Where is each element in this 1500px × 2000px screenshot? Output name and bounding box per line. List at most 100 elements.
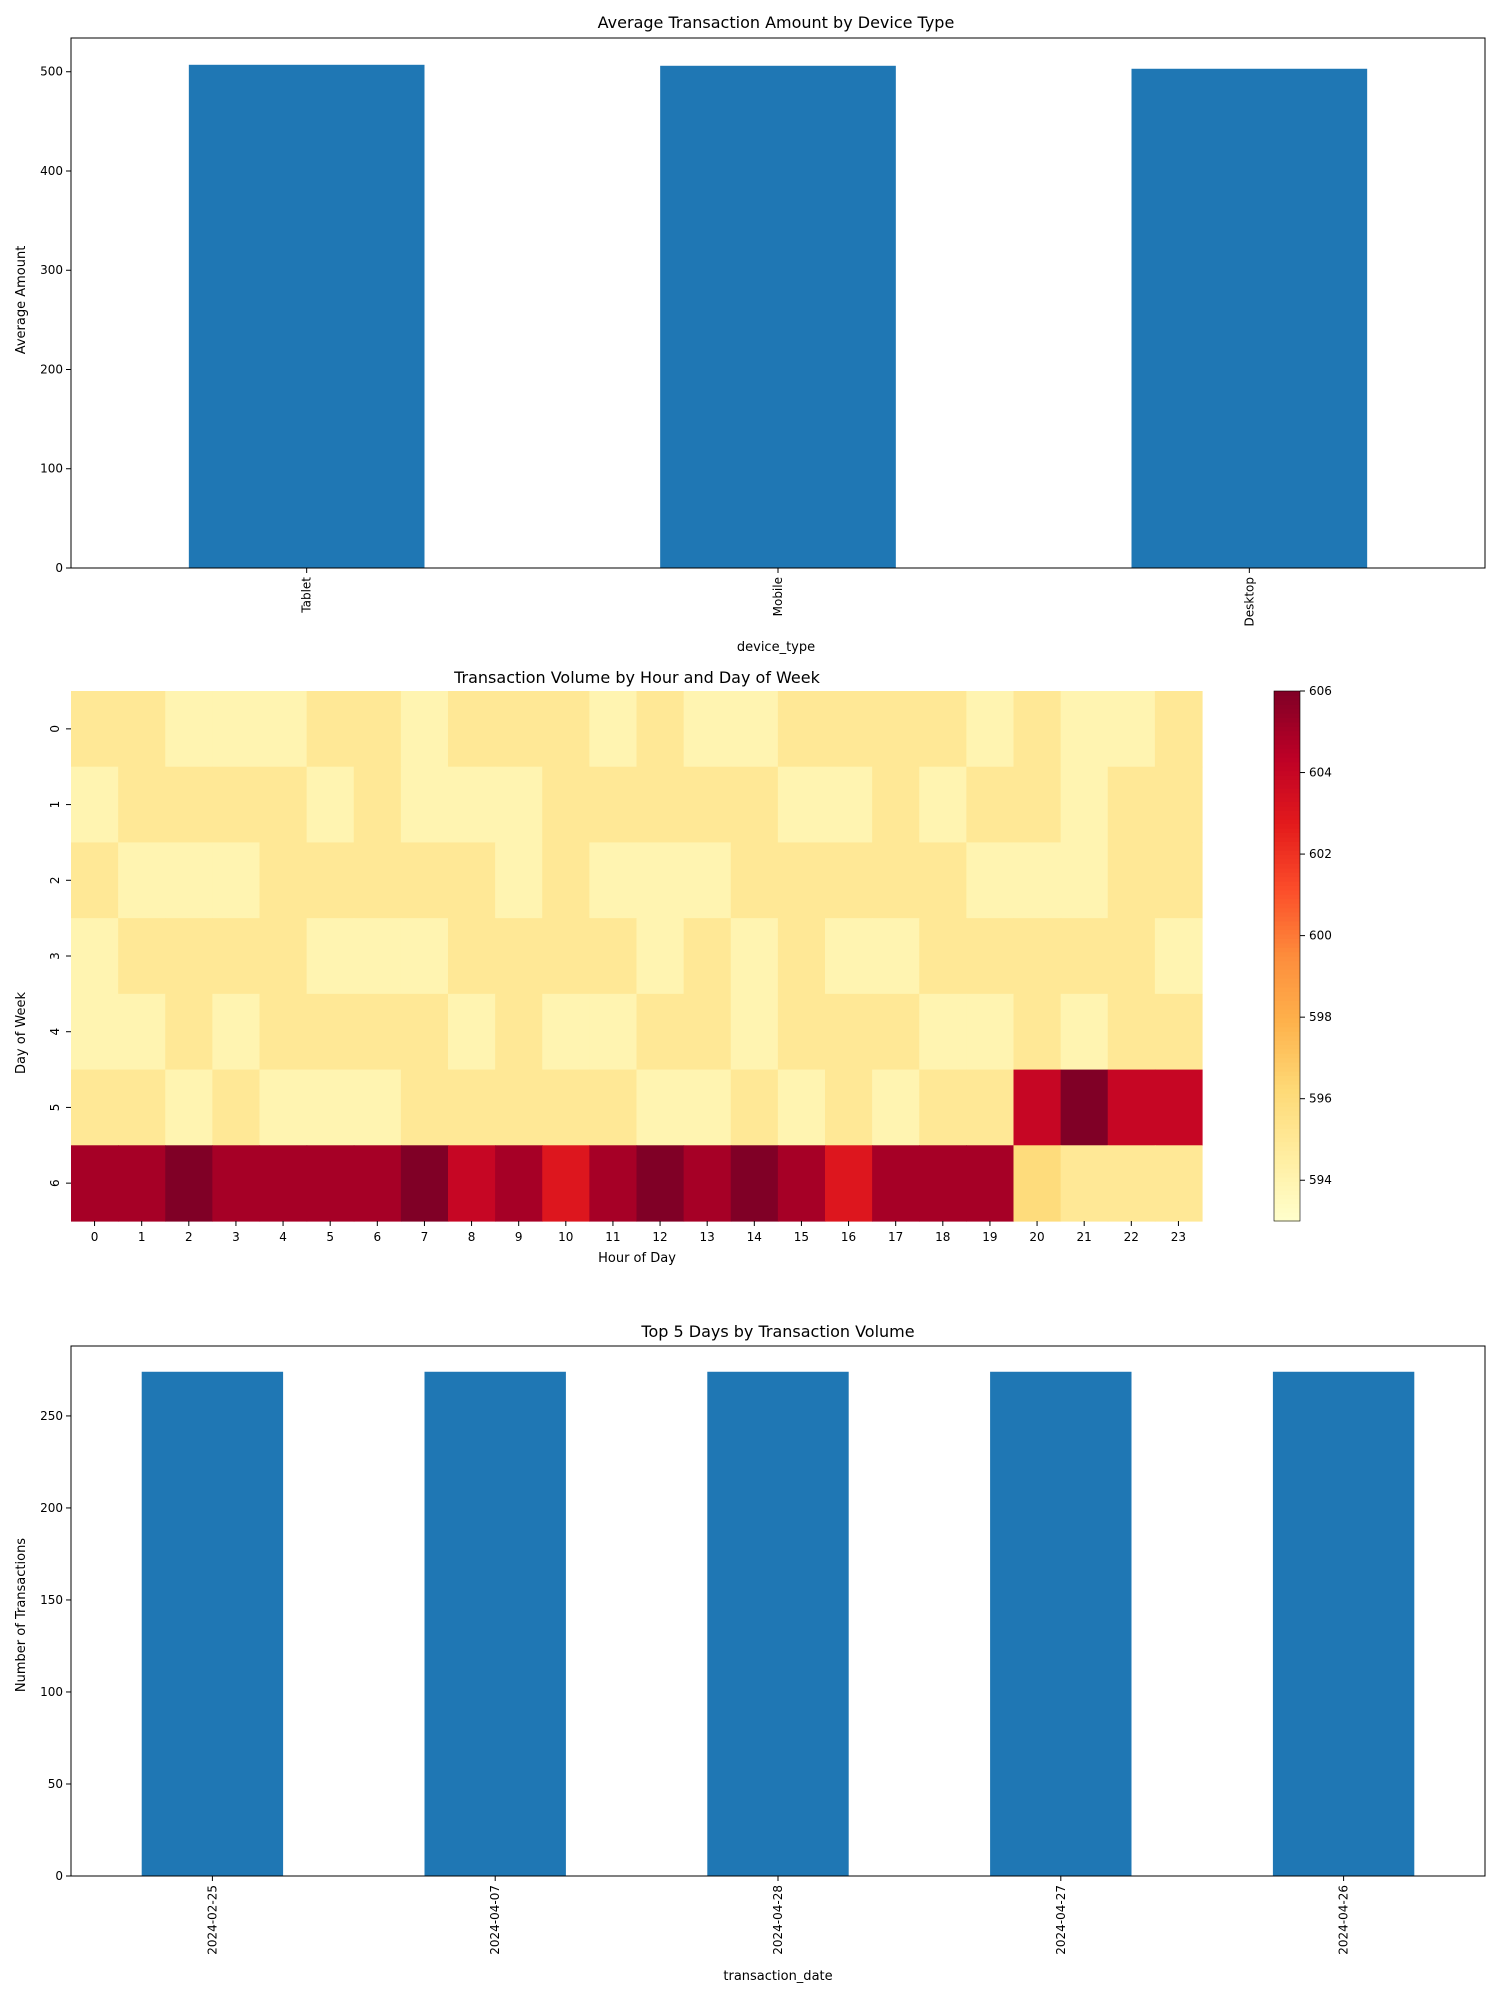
heatmap-cell <box>1107 993 1156 1071</box>
heatmap-cell <box>212 766 261 844</box>
heatmap-cell <box>542 1145 590 1222</box>
heatmap-cell <box>212 842 261 919</box>
colorbar-tick-label: 602 <box>1309 847 1332 861</box>
heatmap-cell <box>1107 918 1156 995</box>
heatmap-cell <box>683 918 732 995</box>
colorbar-segment <box>1274 1062 1300 1068</box>
heatmap-cell <box>1060 993 1109 1071</box>
colorbar-segment <box>1274 1013 1300 1019</box>
colorbar-tick-label: 604 <box>1309 766 1332 780</box>
heatmap-cell <box>636 918 685 995</box>
colorbar-segment <box>1274 832 1300 838</box>
heatmap-cell <box>1013 1145 1062 1222</box>
colorbar-segment <box>1274 1128 1300 1134</box>
heatmap-cell <box>730 918 779 995</box>
colorbar-segment <box>1274 1207 1300 1213</box>
colorbar-segment <box>1274 810 1300 816</box>
colorbar-segment <box>1274 1044 1300 1050</box>
heatmap-xtick-label: 11 <box>605 1230 620 1244</box>
heatmap-cell <box>353 842 402 919</box>
colorbar-segment <box>1274 889 1300 895</box>
colorbar-segment <box>1274 783 1300 789</box>
heatmap-cell <box>1154 842 1203 919</box>
heatmap-cell <box>1060 918 1109 995</box>
colorbar-segment <box>1274 1198 1300 1204</box>
heatmap-xtick-label: 14 <box>747 1230 762 1244</box>
heatmap-cell <box>872 993 920 1071</box>
heatmap-cell <box>212 993 261 1071</box>
colorbar-segment <box>1274 1159 1300 1165</box>
volume-heatmap-chart: Transaction Volume by Hour and Day of We… <box>14 668 1332 1266</box>
colorbar-tick-label: 594 <box>1309 1173 1332 1187</box>
top-days-bar <box>141 1371 284 1876</box>
heatmap-cell <box>683 766 732 844</box>
heatmap-cell <box>919 993 967 1071</box>
heatmap-cell <box>1154 766 1203 844</box>
heatmap-cell <box>1060 691 1109 768</box>
colorbar-segment <box>1274 1084 1300 1090</box>
colorbar-segment <box>1274 1115 1300 1121</box>
colorbar-segment <box>1274 969 1300 975</box>
heatmap-cell <box>306 1145 355 1222</box>
heatmap-cell <box>730 1069 779 1146</box>
heatmap-cell <box>165 1069 213 1146</box>
device-amount-plot-frame <box>70 37 1486 569</box>
heatmap-cell <box>259 691 308 768</box>
heatmap-xtick-label: 22 <box>1124 1230 1139 1244</box>
top-days-bar <box>707 1371 849 1876</box>
heatmap-cell <box>1060 1145 1109 1222</box>
heatmap-cell <box>118 918 166 995</box>
colorbar-segment <box>1274 1009 1300 1015</box>
heatmap-cell <box>259 766 308 844</box>
heatmap-cell <box>306 691 355 768</box>
heatmap-cell <box>1060 842 1109 919</box>
heatmap-cell <box>212 1145 261 1222</box>
heatmap-cell <box>400 691 449 768</box>
heatmap-cell <box>1154 993 1203 1071</box>
heatmap-cell <box>71 918 119 995</box>
heatmap-cell <box>71 691 119 768</box>
heatmap-cell <box>306 1069 355 1146</box>
colorbar-frame <box>1273 690 1301 1222</box>
heatmap-cell <box>165 842 213 919</box>
colorbar-tick-label: 596 <box>1309 1092 1332 1106</box>
colorbar-segment <box>1274 956 1300 962</box>
heatmap-cell <box>872 691 920 768</box>
heatmap-cell <box>306 842 355 919</box>
heatmap-cell <box>683 691 732 768</box>
heatmap-cell <box>1013 766 1062 844</box>
heatmap-cell <box>1107 1069 1156 1146</box>
heatmap-cell <box>919 1069 967 1146</box>
heatmap-xtick-label: 13 <box>700 1230 715 1244</box>
top-days-ytick-label: 50 <box>48 1777 63 1791</box>
heatmap-cell <box>777 1145 826 1222</box>
heatmap-cell <box>872 1145 920 1222</box>
colorbar-segment <box>1274 748 1300 754</box>
heatmap-cell <box>118 691 166 768</box>
colorbar-segment <box>1274 708 1300 714</box>
colorbar-segment <box>1274 788 1300 794</box>
top-days-title: Top 5 Days by Transaction Volume <box>640 1322 914 1341</box>
colorbar-tick-label: 606 <box>1309 684 1332 698</box>
device-amount-xlabel: device_type <box>737 640 815 655</box>
heatmap-cell <box>165 1145 213 1222</box>
heatmap-cell <box>966 1069 1015 1146</box>
heatmap-cell <box>777 842 826 919</box>
colorbar-segment <box>1274 836 1300 842</box>
heatmap-xtick-label: 17 <box>888 1230 903 1244</box>
colorbar-segment <box>1274 792 1300 798</box>
heatmap-cell <box>542 918 590 995</box>
top-days-ytick-label: 150 <box>40 1593 63 1607</box>
heatmap-cell <box>919 691 967 768</box>
heatmap-cell <box>589 842 638 919</box>
heatmap-cell <box>1107 691 1156 768</box>
heatmap-cell <box>448 1069 496 1146</box>
heatmap-cell <box>730 842 779 919</box>
heatmap-cell <box>683 993 732 1071</box>
colorbar-segment <box>1274 1048 1300 1054</box>
device-amount-ytick-label: 300 <box>40 263 63 277</box>
colorbar-segment <box>1274 986 1300 992</box>
colorbar-segment <box>1274 973 1300 979</box>
heatmap-cell <box>683 842 732 919</box>
